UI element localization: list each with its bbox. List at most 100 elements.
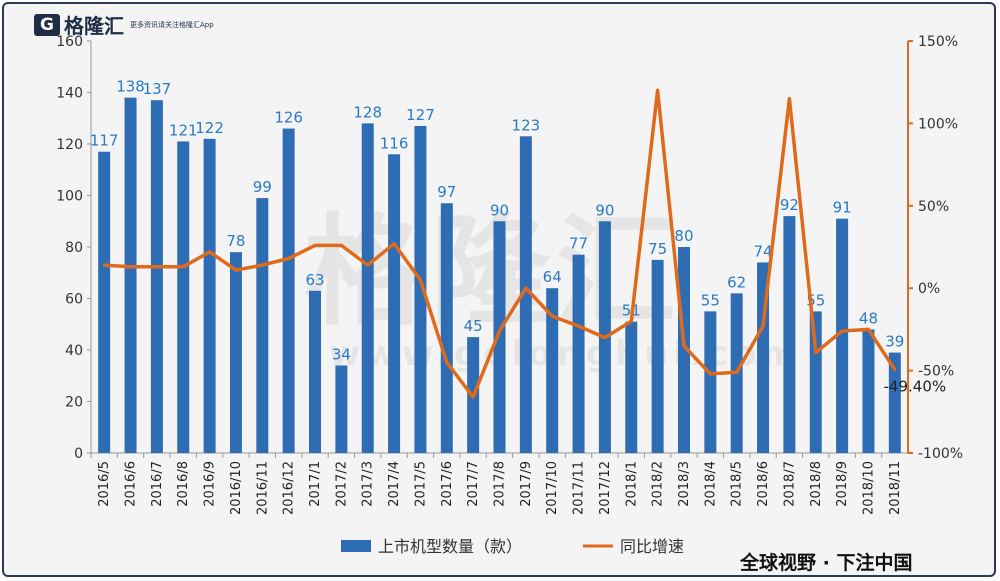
growth-point [129,265,133,269]
bar-value-label: 34 [332,345,351,363]
x-tick-label: 2018/10 [861,461,876,515]
bar-value-label: 90 [490,201,509,219]
y-left-tick-label: 80 [65,240,83,256]
growth-point [550,314,554,318]
bar [783,216,796,453]
bar [519,136,532,453]
y-left-tick-label: 160 [56,34,83,50]
growth-point [735,370,739,374]
x-tick-label: 2017/9 [519,461,534,507]
logo: G 格隆汇 更多资讯请关注格隆汇App [34,10,214,39]
bar [546,288,559,453]
bar [572,254,585,453]
bar [414,125,427,453]
x-tick-label: 2018/1 [624,461,639,507]
logo-tagline: 更多资讯请关注格隆汇App [130,20,214,29]
x-tick-label: 2017/6 [440,461,455,507]
bar-value-label: 99 [253,178,272,196]
growth-point [102,263,106,267]
x-tick-label: 2017/10 [545,461,560,515]
bar [335,365,348,453]
growth-point [155,265,159,269]
x-tick-label: 2017/12 [598,461,613,515]
x-tick-label: 2018/5 [730,461,745,507]
y-right-tick-label: 50% [918,199,949,215]
bar-value-label: 78 [226,232,245,250]
growth-point [866,327,870,331]
bar [888,352,901,453]
y-left-tick-label: 60 [65,292,83,308]
growth-point [418,278,422,282]
y-right-tick-label: 0% [918,281,940,297]
x-tick-label: 2018/3 [677,461,692,507]
logo-mark: G [34,13,60,36]
bar-value-label: 122 [195,119,224,137]
y-left-tick-label: 120 [56,137,83,153]
bar-value-label: 91 [833,199,852,217]
growth-point [313,243,317,247]
y-left-tick-label: 100 [56,189,83,205]
bar [98,151,111,453]
growth-point [603,336,607,340]
growth-point [366,263,370,267]
x-tick-label: 2016/5 [97,461,112,507]
x-tick-label: 2016/12 [282,461,297,515]
bar-value-label: 45 [464,317,483,335]
bar [309,290,322,453]
x-tick-label: 2017/7 [466,461,481,507]
bar [124,97,137,454]
bar-value-label: 55 [701,291,720,309]
y-right-tick-label: 100% [918,116,958,132]
x-tick-label: 2016/8 [176,461,191,507]
bar-value-label: 138 [116,78,145,96]
growth-point [234,268,238,272]
bar [361,123,374,454]
bar-value-label: 116 [380,134,409,152]
growth-point [629,319,633,323]
x-tick-label: 2018/6 [756,461,771,507]
growth-point [577,324,581,328]
x-tick-label: 2016/9 [203,461,218,507]
bar-value-label: 39 [885,333,904,351]
bar [177,141,190,454]
x-tick-label: 2017/2 [334,461,349,507]
growth-point [708,372,712,376]
y-right-tick-label: 150% [918,34,958,50]
growth-point [339,243,343,247]
x-tick-label: 2017/3 [361,461,376,507]
bar-value-label: 121 [169,121,198,139]
bar-value-label: 126 [274,109,303,127]
x-tick-label: 2017/5 [413,461,428,507]
bar-value-label: 74 [754,242,773,260]
bar [809,311,822,453]
y-left-tick-label: 20 [65,395,83,411]
bar [256,198,269,453]
growth-point [814,350,818,354]
bar-value-label: 80 [674,227,693,245]
bar [229,252,242,453]
y-left-tick-label: 40 [65,343,83,359]
bar-value-label: 77 [569,235,588,253]
growth-point [181,265,185,269]
x-tick-label: 2018/4 [703,461,718,507]
growth-point [498,329,501,333]
bar [862,329,875,453]
y-right-tick-label: -100% [918,446,963,462]
bar [836,218,849,453]
y-right-tick-label: -50% [918,364,954,380]
bar [704,311,717,453]
bar-value-label: 97 [437,183,456,201]
bar [651,259,664,453]
bar [440,203,453,453]
bar-value-label: 90 [595,201,614,219]
logo-name: 格隆汇 [64,14,124,38]
bar [388,154,401,454]
x-tick-label: 2017/4 [387,461,402,507]
bar-value-label: 64 [543,268,562,286]
x-tick-label: 2017/8 [493,461,508,507]
bar-value-label: 63 [305,271,324,289]
growth-point [524,286,528,290]
x-tick-label: 2016/11 [255,461,270,515]
bar-value-label: 127 [406,106,435,124]
bar-value-label: 128 [353,103,382,121]
